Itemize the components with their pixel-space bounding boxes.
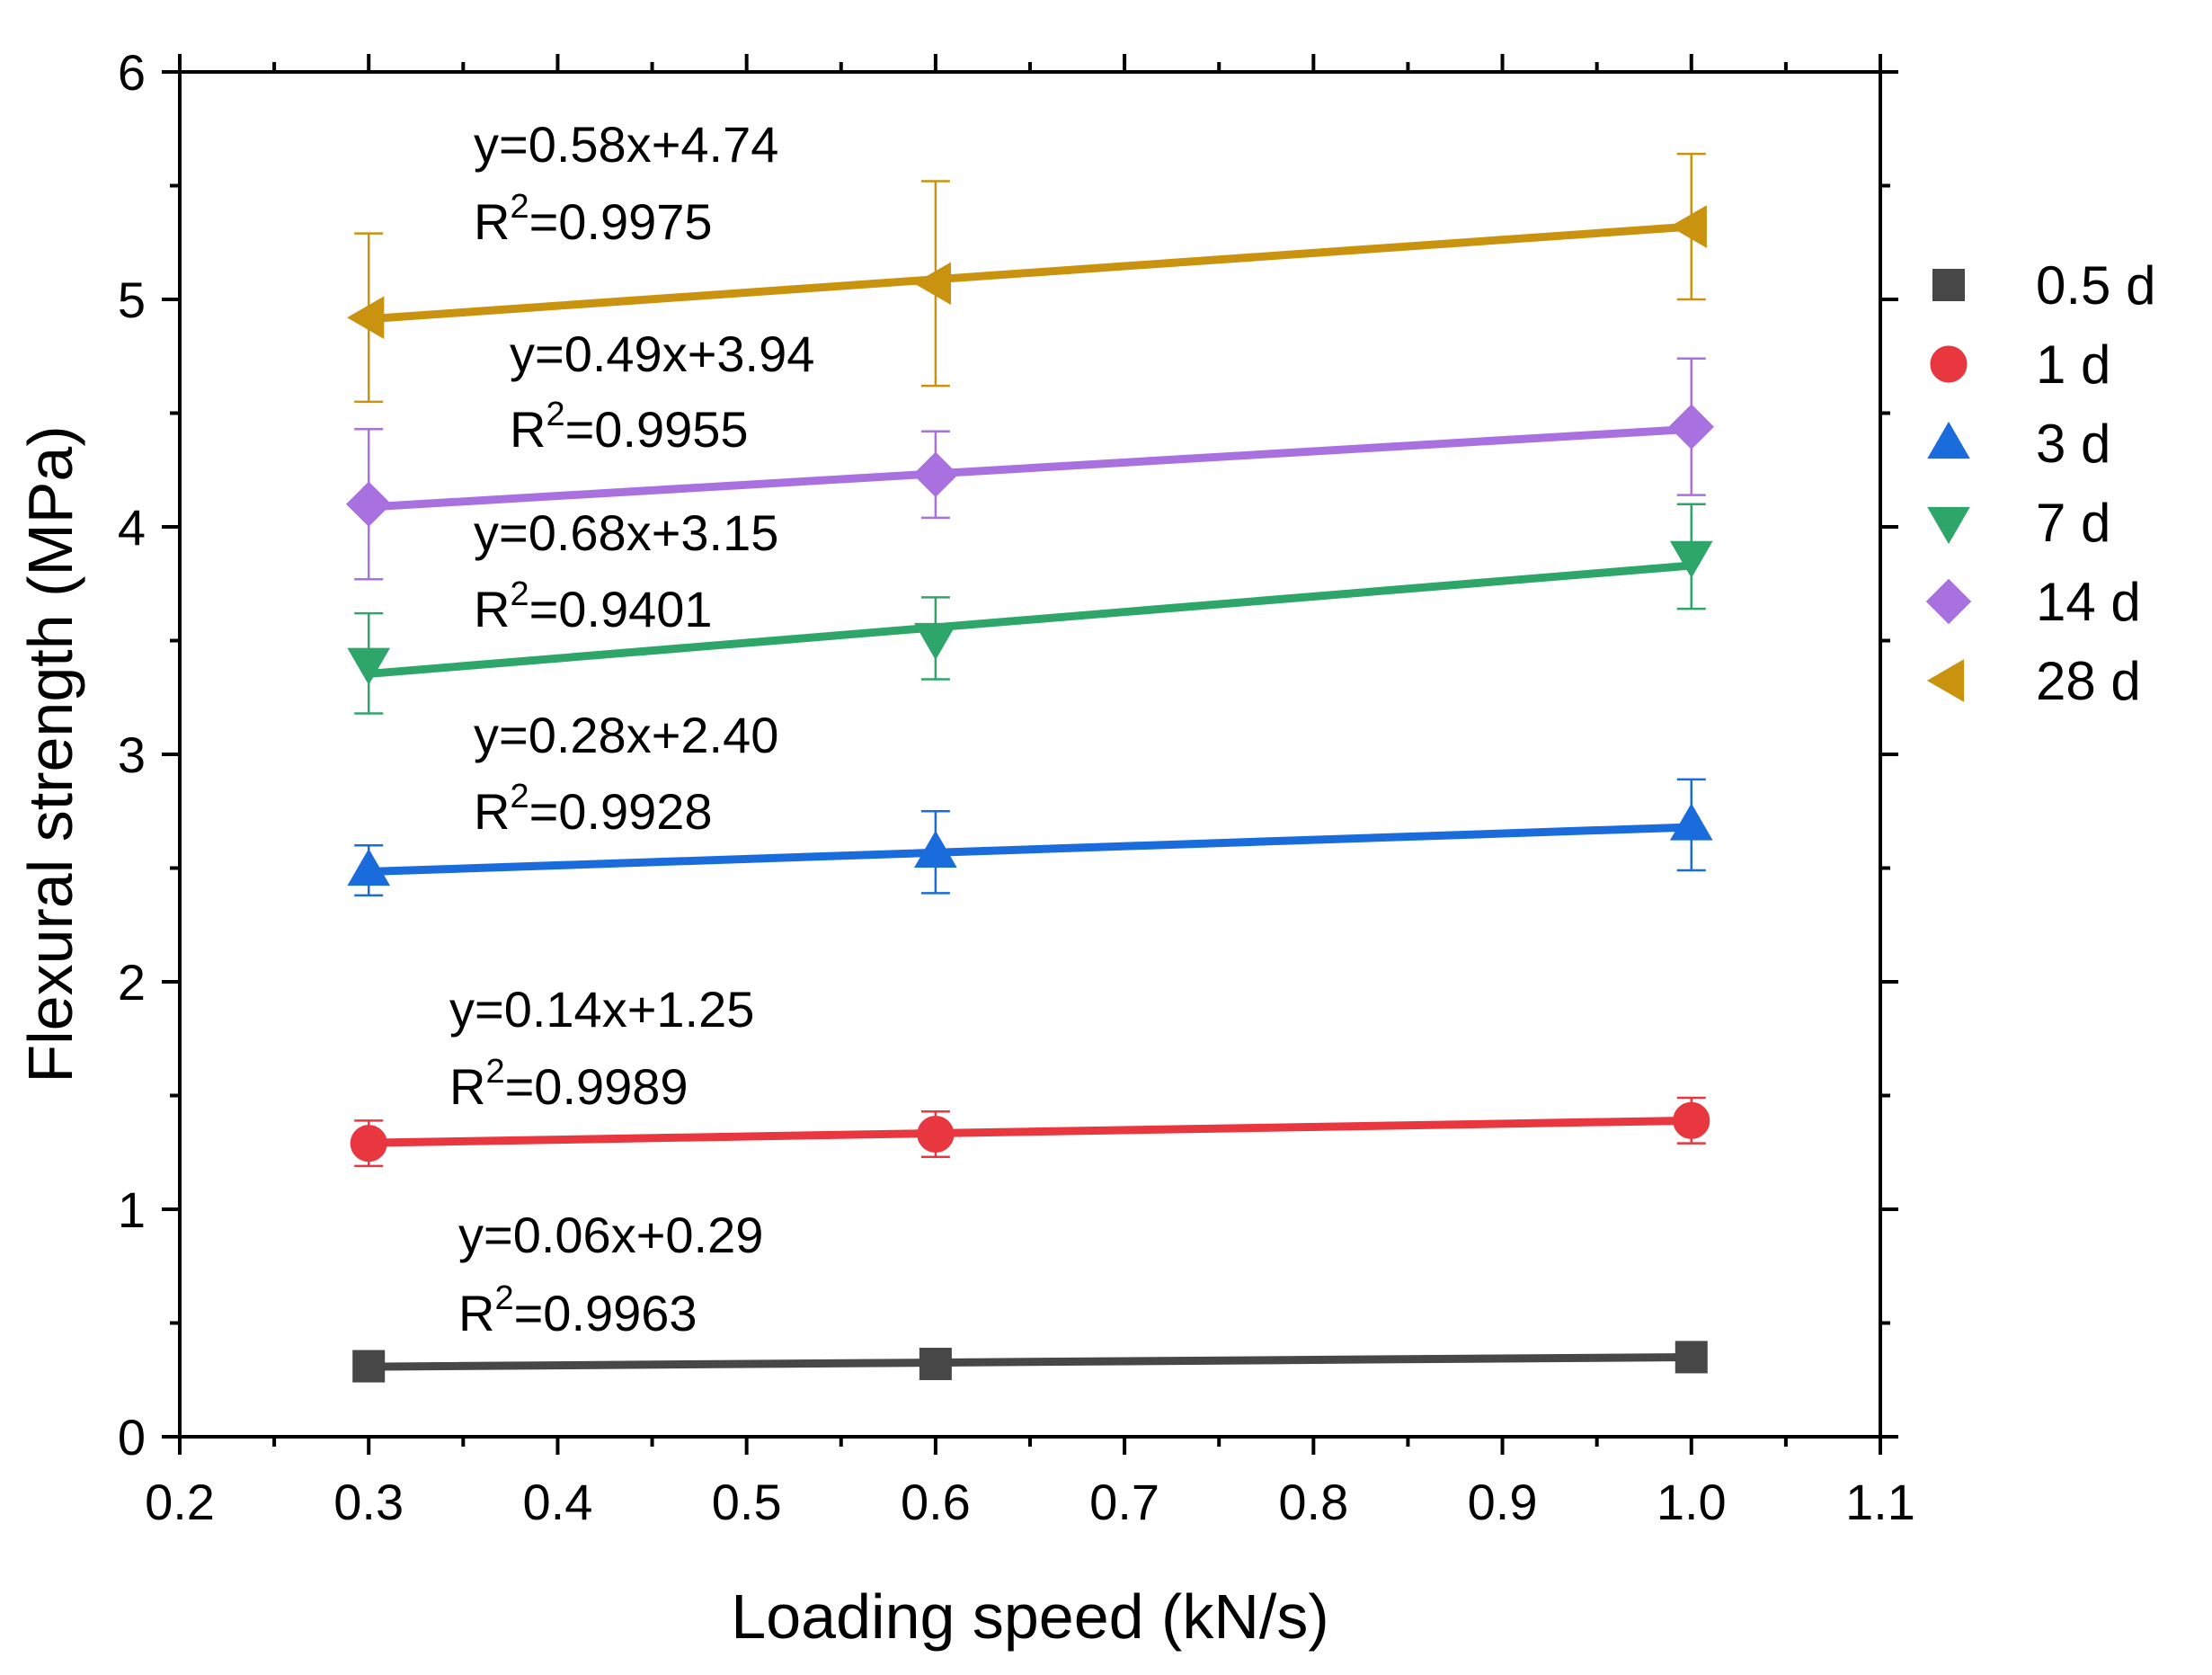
y-tick-label: 5 <box>118 272 146 328</box>
legend-marker <box>1927 506 1970 545</box>
r-squared-label: R2=0.9975 <box>474 188 713 250</box>
legend-label: 3 d <box>2036 414 2110 474</box>
legend-marker <box>1927 421 1970 459</box>
fit-equation: y=0.49x+3.94 <box>510 325 814 382</box>
x-tick-label: 0.9 <box>1468 1474 1538 1530</box>
y-tick-label: 2 <box>118 954 146 1011</box>
data-point <box>347 848 391 887</box>
legend-item: 14 d <box>1925 572 2141 632</box>
series-7-d <box>347 503 1713 715</box>
data-point <box>1673 1101 1710 1139</box>
legend-item: 3 d <box>1927 414 2110 474</box>
x-tick-label: 0.6 <box>901 1474 971 1530</box>
series-14-d <box>346 357 1714 581</box>
x-tick-label: 0.2 <box>145 1474 215 1530</box>
data-point <box>913 262 952 306</box>
data-point <box>346 481 392 527</box>
r-squared-label: R2=0.9401 <box>474 575 713 637</box>
legend-label: 7 d <box>2036 493 2110 553</box>
legend-marker <box>1926 659 1965 702</box>
series-28-d <box>347 152 1707 404</box>
fit-line <box>364 823 1696 877</box>
legend-label: 0.5 d <box>2036 255 2155 316</box>
legend-marker <box>1930 345 1968 383</box>
fit-equation: y=0.68x+3.15 <box>474 504 778 561</box>
x-tick-label: 0.3 <box>333 1474 404 1530</box>
r-squared-label: R2=0.9989 <box>449 1053 688 1115</box>
fit-line <box>364 1352 1696 1371</box>
axes: 0.2 0.3 0.4 0.5 0.6 0.7 0.8 0.9 1.0 1.1 0 1 2 3 4 5 6 <box>118 44 1915 1530</box>
data-point <box>914 622 957 661</box>
legend-item: 0.5 d <box>1932 255 2155 316</box>
legend-label: 14 d <box>2036 572 2141 632</box>
series-3-d <box>347 778 1713 897</box>
series-0-5-d <box>352 1341 1708 1383</box>
fit-line <box>364 561 1696 678</box>
x-tick-label: 0.8 <box>1278 1474 1348 1530</box>
fit-line <box>364 424 1696 512</box>
fit-line <box>364 1116 1696 1147</box>
legend-item: 1 d <box>1930 334 2110 395</box>
fit-equation: y=0.28x+2.40 <box>474 707 778 763</box>
equation-annotation: y=0.14x+1.25 R2=0.9989 <box>449 981 754 1115</box>
y-axis-title: Flexural strength (MPa) <box>15 425 85 1083</box>
legend-marker <box>1932 269 1965 301</box>
legend-item: 28 d <box>1926 651 2141 711</box>
x-tick-label: 0.4 <box>523 1474 593 1530</box>
data-point <box>914 830 957 868</box>
series-1-d <box>350 1096 1710 1168</box>
fit-equation: y=0.58x+4.74 <box>474 116 778 173</box>
legend-label: 28 d <box>2036 651 2141 711</box>
data-point <box>350 1125 387 1163</box>
y-tick-label: 0 <box>118 1409 146 1466</box>
equation-annotation: y=0.06x+0.29 R2=0.9963 <box>458 1207 763 1341</box>
x-tick-label: 1.1 <box>1845 1474 1915 1530</box>
data-point <box>1669 540 1713 578</box>
legend-marker <box>1925 578 1972 625</box>
r-squared-label: R2=0.9955 <box>510 396 749 458</box>
fit-equation: y=0.14x+1.25 <box>449 981 754 1038</box>
data-point <box>352 1350 386 1383</box>
fit-equation: y=0.06x+0.29 <box>458 1207 763 1263</box>
fit-line <box>364 222 1696 324</box>
series-layer <box>346 152 1714 1383</box>
y-tick-label: 3 <box>118 726 146 783</box>
equation-annotation: y=0.58x+4.74 R2=0.9975 <box>474 116 778 250</box>
equation-annotation: y=0.28x+2.40 R2=0.9928 <box>474 707 778 840</box>
x-tick-label: 0.5 <box>712 1474 782 1530</box>
data-point <box>919 1348 952 1381</box>
legend-label: 1 d <box>2036 334 2110 395</box>
x-axis-title: Loading speed (kN/s) <box>731 1581 1328 1652</box>
y-tick-label: 1 <box>118 1181 146 1238</box>
y-tick-label: 6 <box>118 44 146 101</box>
x-tick-label: 0.7 <box>1089 1474 1159 1530</box>
data-point <box>912 451 959 498</box>
equation-annotation: y=0.49x+3.94 R2=0.9955 <box>510 325 814 458</box>
annotations: y=0.06x+0.29 R2=0.9963 y=0.14x+1.25 R2=0.99… <box>449 116 814 1341</box>
y-tick-label: 4 <box>118 499 146 556</box>
data-point <box>1669 803 1713 841</box>
legend: 0.5 d 1 d 3 d 7 d 14 d 28 d <box>1925 255 2155 711</box>
x-tick-label: 1.0 <box>1657 1474 1727 1530</box>
data-point <box>1668 404 1714 450</box>
data-point <box>917 1115 955 1154</box>
data-point <box>347 647 391 685</box>
r-squared-label: R2=0.9928 <box>474 778 713 840</box>
data-point <box>1669 205 1707 248</box>
r-squared-label: R2=0.9963 <box>458 1279 697 1341</box>
data-point <box>1675 1341 1708 1374</box>
legend-item: 7 d <box>1927 493 2110 553</box>
data-point <box>347 296 385 340</box>
equation-annotation: y=0.68x+3.15 R2=0.9401 <box>474 504 778 637</box>
